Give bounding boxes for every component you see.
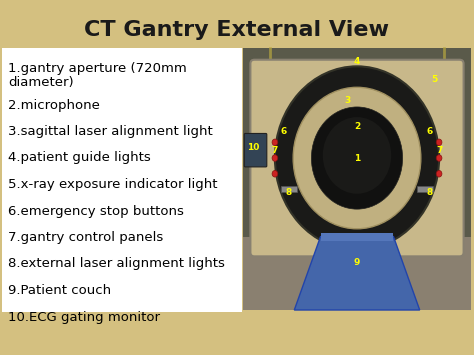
Ellipse shape bbox=[436, 155, 442, 161]
Polygon shape bbox=[294, 237, 419, 310]
Text: 8.external laser alignment lights: 8.external laser alignment lights bbox=[8, 257, 225, 271]
Text: 3: 3 bbox=[345, 96, 351, 105]
Bar bbox=[418, 186, 433, 192]
Ellipse shape bbox=[272, 155, 278, 161]
FancyBboxPatch shape bbox=[244, 133, 267, 167]
Text: 2: 2 bbox=[354, 122, 360, 131]
Text: 10: 10 bbox=[247, 143, 259, 152]
Text: 1: 1 bbox=[354, 154, 360, 163]
Ellipse shape bbox=[293, 87, 421, 229]
Ellipse shape bbox=[436, 170, 442, 177]
Text: 6: 6 bbox=[281, 127, 287, 136]
Bar bbox=[320, 233, 393, 241]
Text: diameter): diameter) bbox=[8, 76, 73, 89]
Text: 9.Patient couch: 9.Patient couch bbox=[8, 284, 111, 297]
Bar bbox=[2, 48, 242, 312]
Text: 7: 7 bbox=[272, 146, 278, 155]
Bar bbox=[281, 186, 297, 192]
Text: 4: 4 bbox=[354, 56, 360, 66]
Bar bbox=[243, 237, 471, 310]
Text: 6: 6 bbox=[427, 127, 433, 136]
Text: 3.sagittal laser alignment light: 3.sagittal laser alignment light bbox=[8, 125, 213, 138]
Text: CT Gantry External View: CT Gantry External View bbox=[84, 20, 390, 40]
Text: 8: 8 bbox=[427, 187, 433, 197]
Text: 6.emergency stop buttons: 6.emergency stop buttons bbox=[8, 204, 184, 218]
Ellipse shape bbox=[275, 66, 439, 250]
Ellipse shape bbox=[436, 139, 442, 146]
Ellipse shape bbox=[272, 139, 278, 146]
Text: 7.gantry control panels: 7.gantry control panels bbox=[8, 231, 163, 244]
Ellipse shape bbox=[311, 107, 402, 209]
Ellipse shape bbox=[323, 117, 391, 194]
Text: 4.patient guide lights: 4.patient guide lights bbox=[8, 152, 151, 164]
Text: 8: 8 bbox=[285, 187, 292, 197]
Ellipse shape bbox=[272, 170, 278, 177]
Text: 5.x-ray exposure indicator light: 5.x-ray exposure indicator light bbox=[8, 178, 218, 191]
Text: 9: 9 bbox=[354, 258, 360, 267]
Text: 7: 7 bbox=[436, 146, 442, 155]
Text: 10.ECG gating monitor: 10.ECG gating monitor bbox=[8, 311, 160, 323]
Text: 5: 5 bbox=[431, 75, 438, 84]
Text: 2.microphone: 2.microphone bbox=[8, 98, 100, 111]
Bar bbox=[243, 48, 471, 310]
Text: 1.gantry aperture (720mm: 1.gantry aperture (720mm bbox=[8, 62, 187, 75]
FancyBboxPatch shape bbox=[250, 60, 464, 256]
